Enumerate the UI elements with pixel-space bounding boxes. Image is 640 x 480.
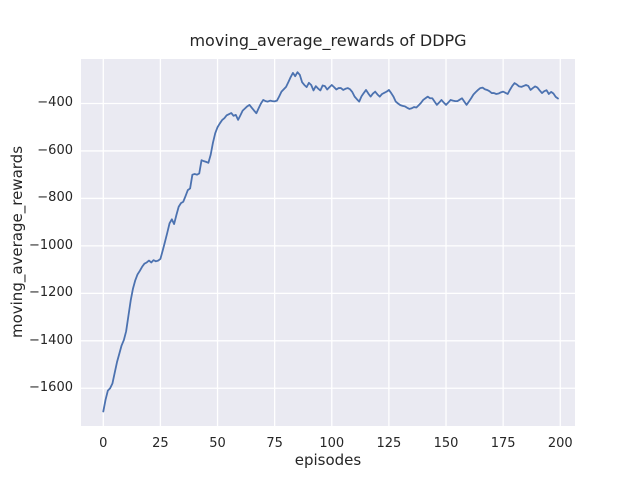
x-tick-label: 75 xyxy=(266,436,283,451)
plot-area xyxy=(81,59,575,426)
y-tick-label: −1600 xyxy=(29,380,73,396)
gridlines xyxy=(81,59,575,426)
x-tick-label: 175 xyxy=(490,436,516,451)
x-tick-label: 100 xyxy=(319,436,345,451)
plot-svg xyxy=(81,59,575,426)
y-tick-label: −1400 xyxy=(29,332,73,348)
x-tick-label: 150 xyxy=(433,436,459,451)
x-tick-label: 125 xyxy=(376,436,402,451)
chart-title: moving_average_rewards of DDPG xyxy=(189,31,467,50)
y-tick-label: −1000 xyxy=(29,237,73,253)
x-tick-label: 0 xyxy=(99,436,108,451)
x-tick-label: 50 xyxy=(209,436,226,451)
y-tick-label: −600 xyxy=(37,142,73,158)
y-axis-label: moving_average_rewards xyxy=(8,145,26,339)
x-tick-label: 200 xyxy=(547,436,573,451)
data-series xyxy=(102,71,559,413)
y-tick-label: −400 xyxy=(37,95,73,111)
data-line xyxy=(102,71,559,413)
y-tick-label: −1200 xyxy=(29,285,73,301)
y-tick-label: −800 xyxy=(37,190,73,206)
x-axis-label: episodes xyxy=(294,451,362,469)
x-tick-label: 25 xyxy=(152,436,169,451)
